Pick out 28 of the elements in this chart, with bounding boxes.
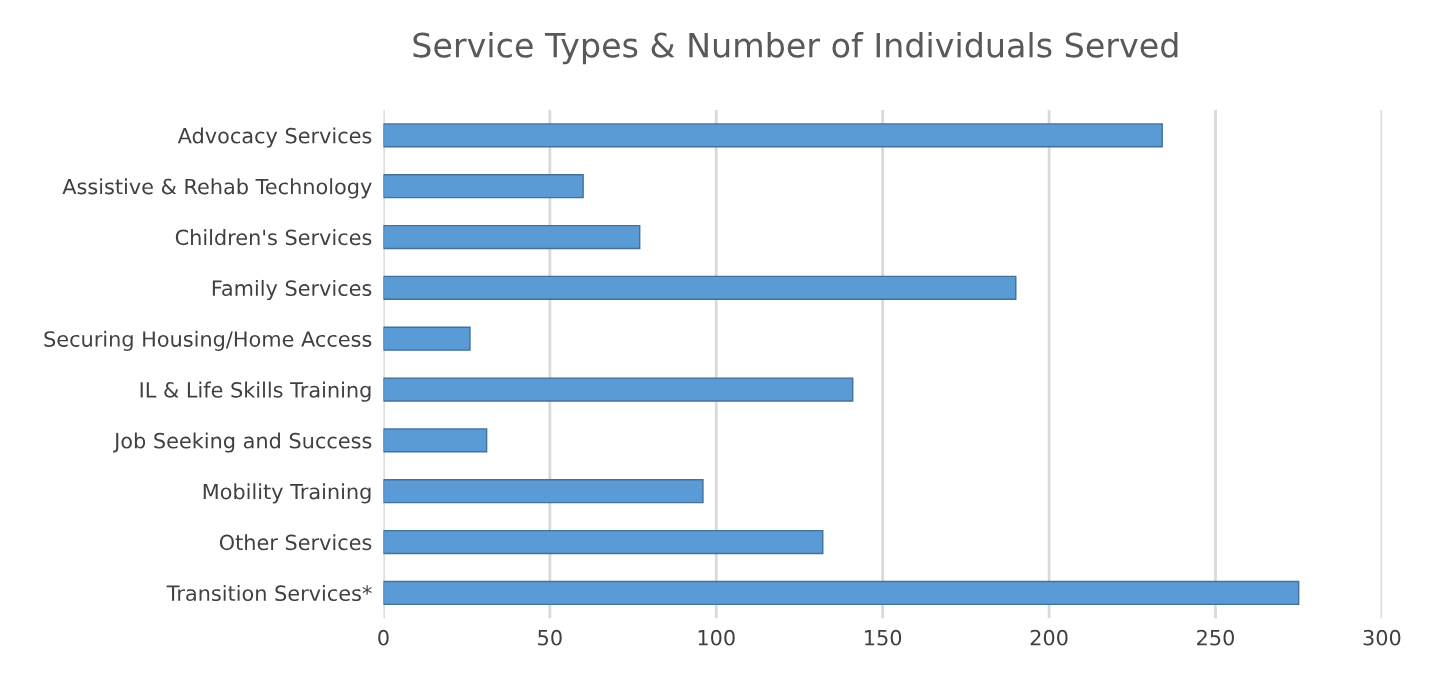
y-tick-label: Children's Services bbox=[175, 229, 372, 246]
y-tick-label: Other Services bbox=[219, 534, 372, 551]
y-tick-label: IL & Life Skills Training bbox=[140, 381, 371, 402]
bar bbox=[383, 529, 824, 555]
bar bbox=[383, 580, 1300, 606]
chart-title: Service Types & Number of Individuals Served bbox=[413, 31, 1178, 65]
y-tick-label: Advocacy Services bbox=[177, 127, 372, 148]
y-tick-label: Assistive & Rehab Technology bbox=[62, 178, 372, 199]
x-tick-label: 300 bbox=[1363, 629, 1401, 646]
x-tick-label: 100 bbox=[698, 629, 735, 646]
x-tick-label: 0 bbox=[378, 629, 389, 646]
bar bbox=[383, 174, 584, 199]
y-tick-label: Securing Housing/Home Access bbox=[44, 330, 372, 351]
x-tick-label: 250 bbox=[1197, 629, 1234, 646]
bar bbox=[383, 479, 704, 504]
y-tick-label: Job Seeking and Success bbox=[113, 432, 372, 453]
x-tick-label: 50 bbox=[538, 629, 562, 646]
y-tick-label: Family Services bbox=[212, 279, 372, 301]
bar bbox=[383, 123, 1163, 148]
x-tick-label: 150 bbox=[865, 629, 902, 646]
bar bbox=[383, 224, 641, 250]
bar bbox=[383, 428, 488, 453]
y-tick-label: Mobility Training bbox=[203, 483, 371, 504]
x-tick-label: 200 bbox=[1030, 629, 1068, 646]
y-tick-label: Transition Services* bbox=[166, 584, 372, 602]
bar bbox=[383, 326, 471, 351]
bar bbox=[383, 377, 854, 402]
bar bbox=[383, 275, 1017, 300]
